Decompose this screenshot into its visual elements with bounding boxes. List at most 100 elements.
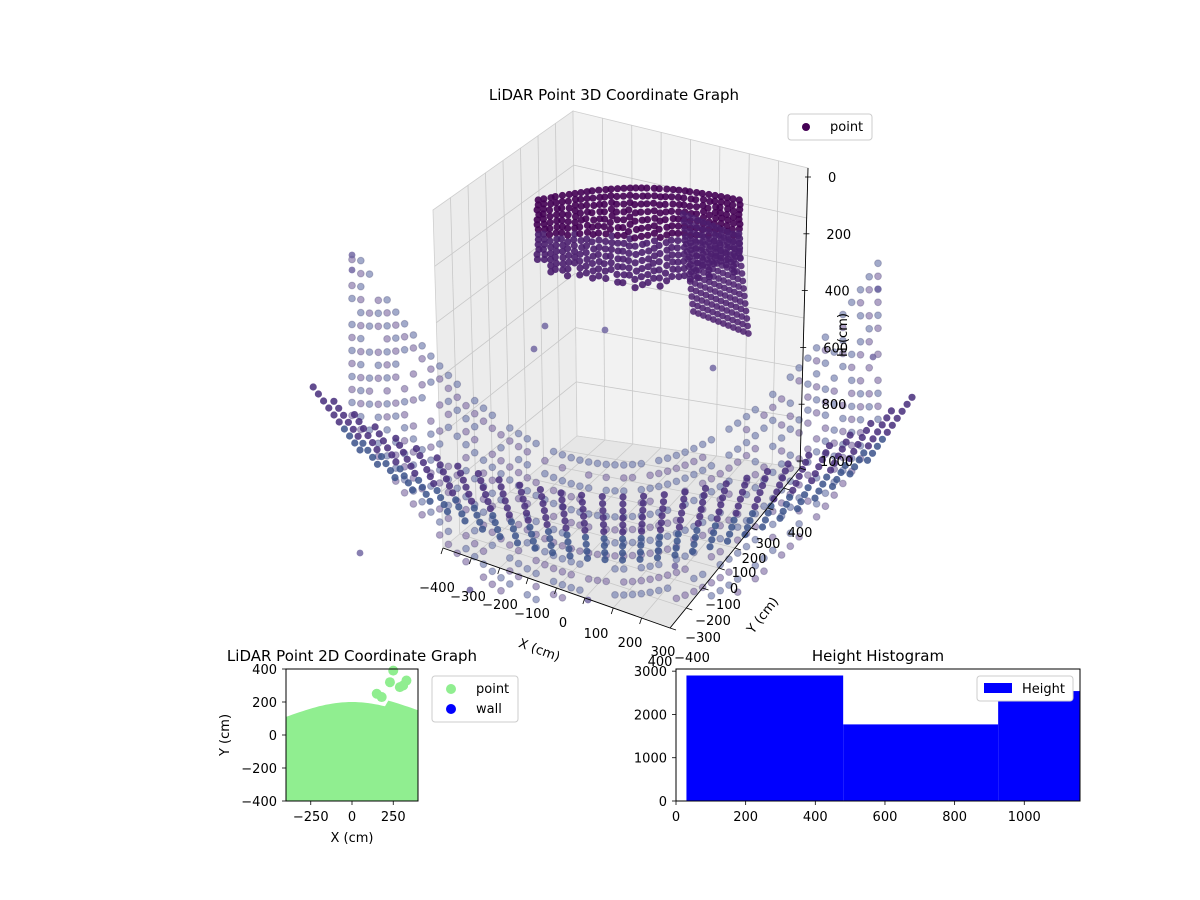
data-point [589, 194, 597, 202]
data-point [698, 570, 707, 579]
data-point [661, 269, 670, 277]
data-point [356, 321, 365, 330]
data-point [584, 484, 593, 492]
x-tick-label: 100 [584, 627, 609, 642]
data-point [631, 201, 639, 209]
data-point [400, 397, 409, 406]
data-point [856, 389, 865, 398]
data-point [865, 402, 874, 411]
data-point [784, 460, 792, 468]
data-point [427, 378, 435, 387]
data-point [614, 239, 622, 247]
z-tick-label: 400 [825, 285, 850, 300]
data-point [444, 462, 453, 471]
data-point [567, 479, 576, 488]
data-point [514, 442, 523, 451]
data-point [716, 203, 724, 211]
data-point [845, 454, 854, 463]
data-point [612, 200, 621, 208]
data-point [638, 513, 647, 521]
data-point [751, 483, 760, 492]
data-point [729, 207, 737, 215]
data-point [741, 300, 749, 307]
data-point [808, 477, 816, 485]
data-point [476, 518, 484, 526]
data-point [383, 322, 392, 330]
data-point [672, 568, 681, 577]
data-point [818, 456, 827, 464]
data-point [620, 271, 628, 279]
data-point [542, 514, 550, 522]
data-point [674, 237, 682, 245]
data-point [742, 307, 750, 315]
data-point [593, 550, 602, 559]
data-point [688, 547, 697, 556]
data-point [454, 462, 462, 470]
data-point [645, 247, 653, 255]
data-point [716, 547, 725, 556]
data-point [675, 273, 683, 281]
data-point [601, 215, 609, 223]
data-point [558, 463, 567, 472]
data-point [856, 285, 865, 294]
data-point [742, 542, 751, 551]
data-point [551, 253, 559, 261]
data-point [583, 547, 591, 555]
data-point [462, 557, 470, 566]
data-point [821, 385, 830, 394]
data-point [847, 389, 856, 398]
data-point [567, 570, 576, 579]
data-point [795, 520, 803, 528]
data-point [505, 567, 514, 575]
data-point [619, 507, 627, 515]
data-point [488, 411, 497, 420]
data-point [736, 247, 743, 255]
data-point [578, 498, 586, 506]
data-point [628, 525, 637, 534]
data-point [672, 451, 681, 460]
data-point [359, 425, 368, 433]
data-point [479, 573, 488, 582]
data-point [760, 554, 768, 563]
data-point [751, 574, 760, 583]
data-point [777, 447, 786, 455]
data-point [619, 521, 627, 529]
data-point [637, 459, 646, 468]
data-point [773, 488, 781, 496]
data-point [811, 494, 819, 502]
data-point [856, 350, 865, 359]
data-point [576, 230, 584, 238]
data-point [795, 533, 803, 541]
data-point [708, 536, 716, 544]
data-point [738, 270, 746, 277]
data-point [768, 442, 777, 451]
data-point [717, 198, 725, 206]
data-point [620, 239, 628, 247]
data-point [571, 218, 579, 226]
data-point [654, 573, 663, 582]
data-point [547, 542, 555, 550]
data-point [656, 250, 664, 258]
data-point [855, 456, 863, 464]
data-point [514, 468, 523, 477]
data-point [656, 526, 665, 534]
data-point [388, 665, 399, 676]
plot-3d: LiDAR Point 3D Coordinate Graph 0 200 400 6… [309, 86, 916, 670]
data-point [374, 348, 383, 357]
data-point [646, 497, 654, 506]
data-point [356, 549, 364, 557]
data-point [364, 446, 372, 454]
data-point [740, 285, 747, 292]
data-point [681, 488, 689, 496]
data-point [781, 467, 789, 475]
data-point [743, 474, 751, 482]
data-point [375, 430, 383, 438]
data-point [549, 486, 558, 495]
data-point [549, 512, 558, 521]
data-point [583, 228, 592, 236]
data-point [356, 360, 365, 369]
data-point [619, 514, 627, 522]
data-point [602, 460, 611, 469]
data-point [837, 468, 845, 477]
